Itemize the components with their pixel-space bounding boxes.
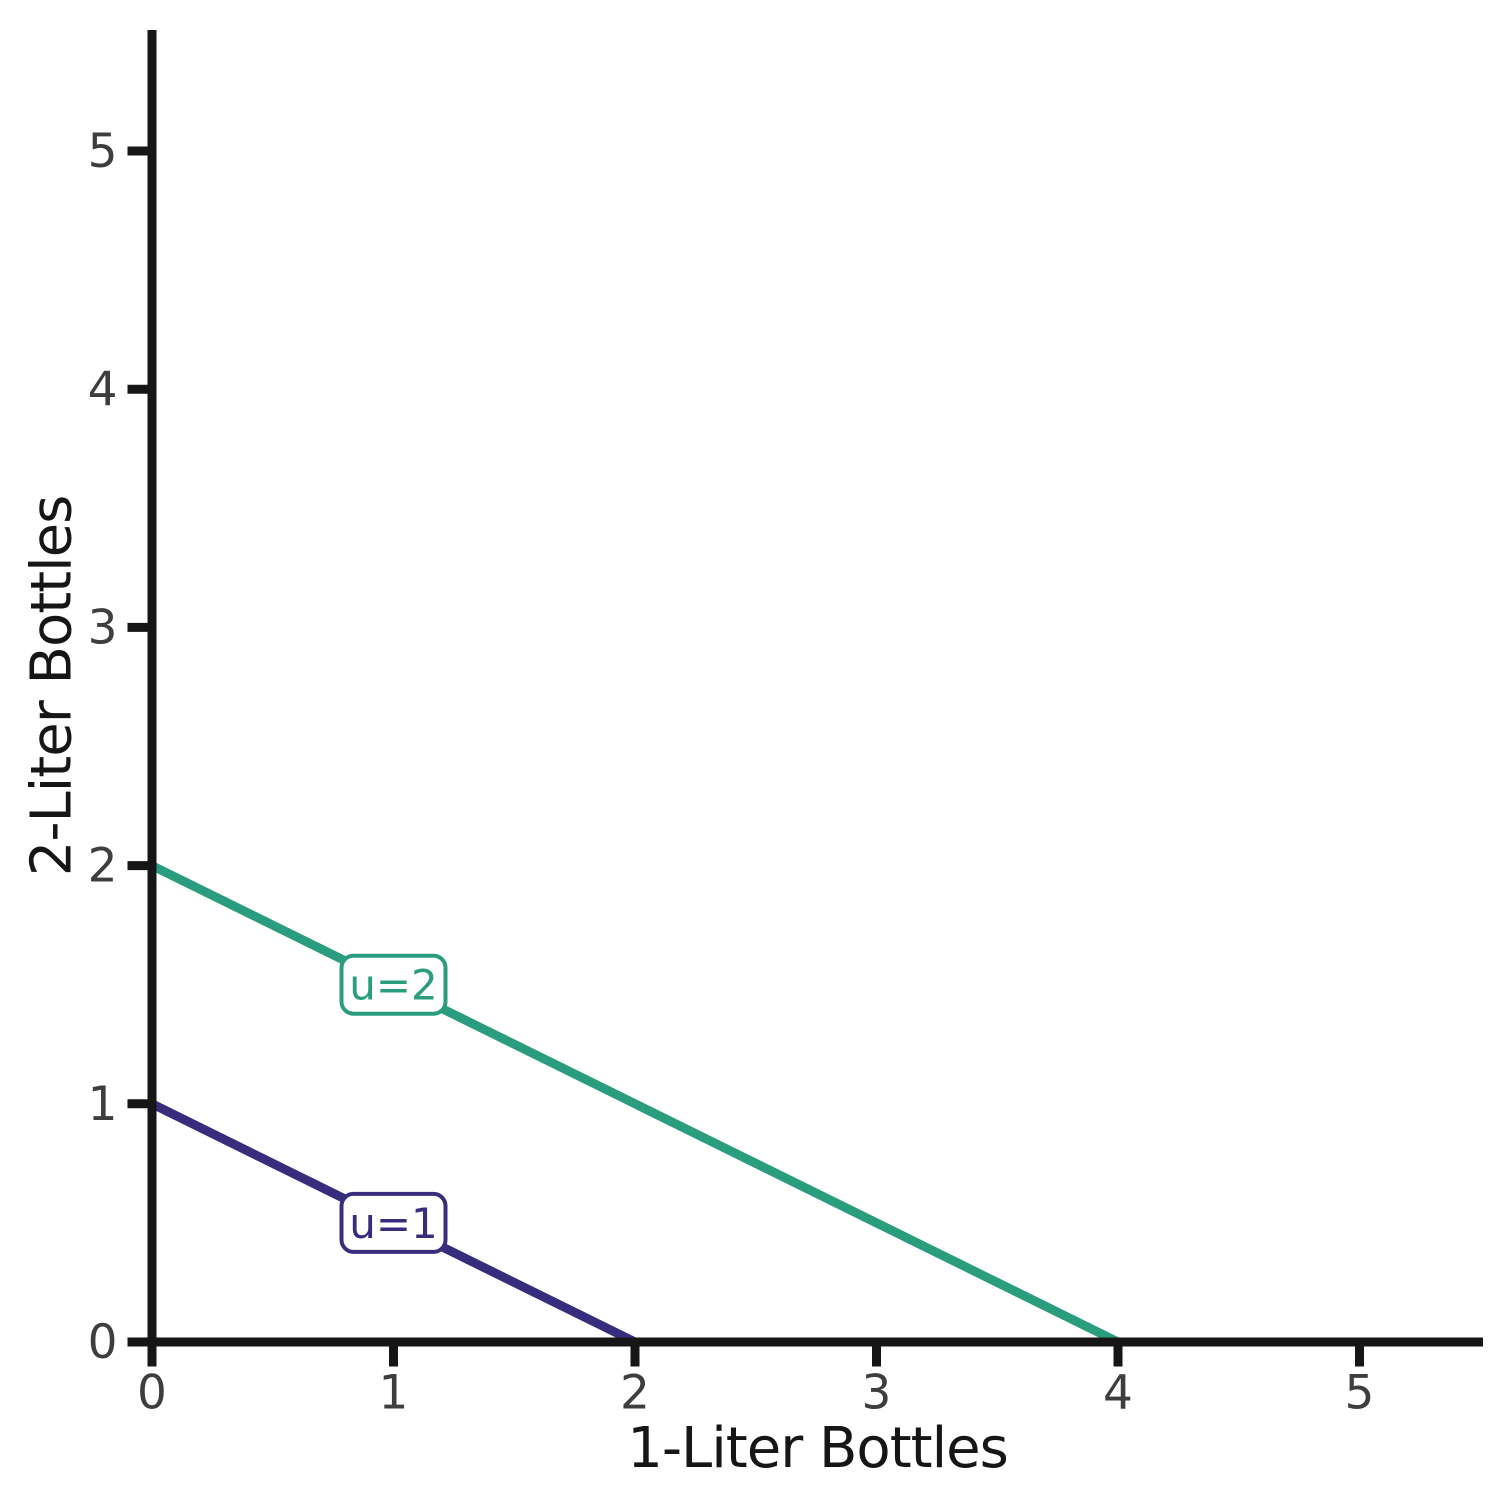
y-tick-label: 2 — [88, 839, 118, 894]
y-tick-label: 4 — [88, 362, 118, 417]
series-label: u=2 — [349, 961, 438, 1010]
series-label-box — [339, 1191, 448, 1254]
x-tick-label: 4 — [1103, 1366, 1133, 1421]
y-tick-label: 0 — [88, 1315, 118, 1370]
y-tick-label: 3 — [88, 600, 118, 655]
x-tick-label: 3 — [862, 1366, 892, 1421]
x-tick-label: 5 — [1345, 1366, 1375, 1421]
series-line — [150, 861, 1120, 1347]
x-tick-label: 0 — [137, 1366, 167, 1421]
x-axis-title: 1-Liter Bottles — [627, 1416, 1009, 1481]
series-label: u=1 — [349, 1199, 438, 1248]
series-label-box — [339, 953, 448, 1016]
y-axis-title: 2-Liter Bottles — [19, 495, 85, 877]
y-tick-label: 1 — [88, 1077, 118, 1132]
x-tick-label: 2 — [620, 1366, 650, 1421]
y-tick-label: 5 — [88, 124, 118, 179]
x-tick-label: 1 — [379, 1366, 409, 1421]
